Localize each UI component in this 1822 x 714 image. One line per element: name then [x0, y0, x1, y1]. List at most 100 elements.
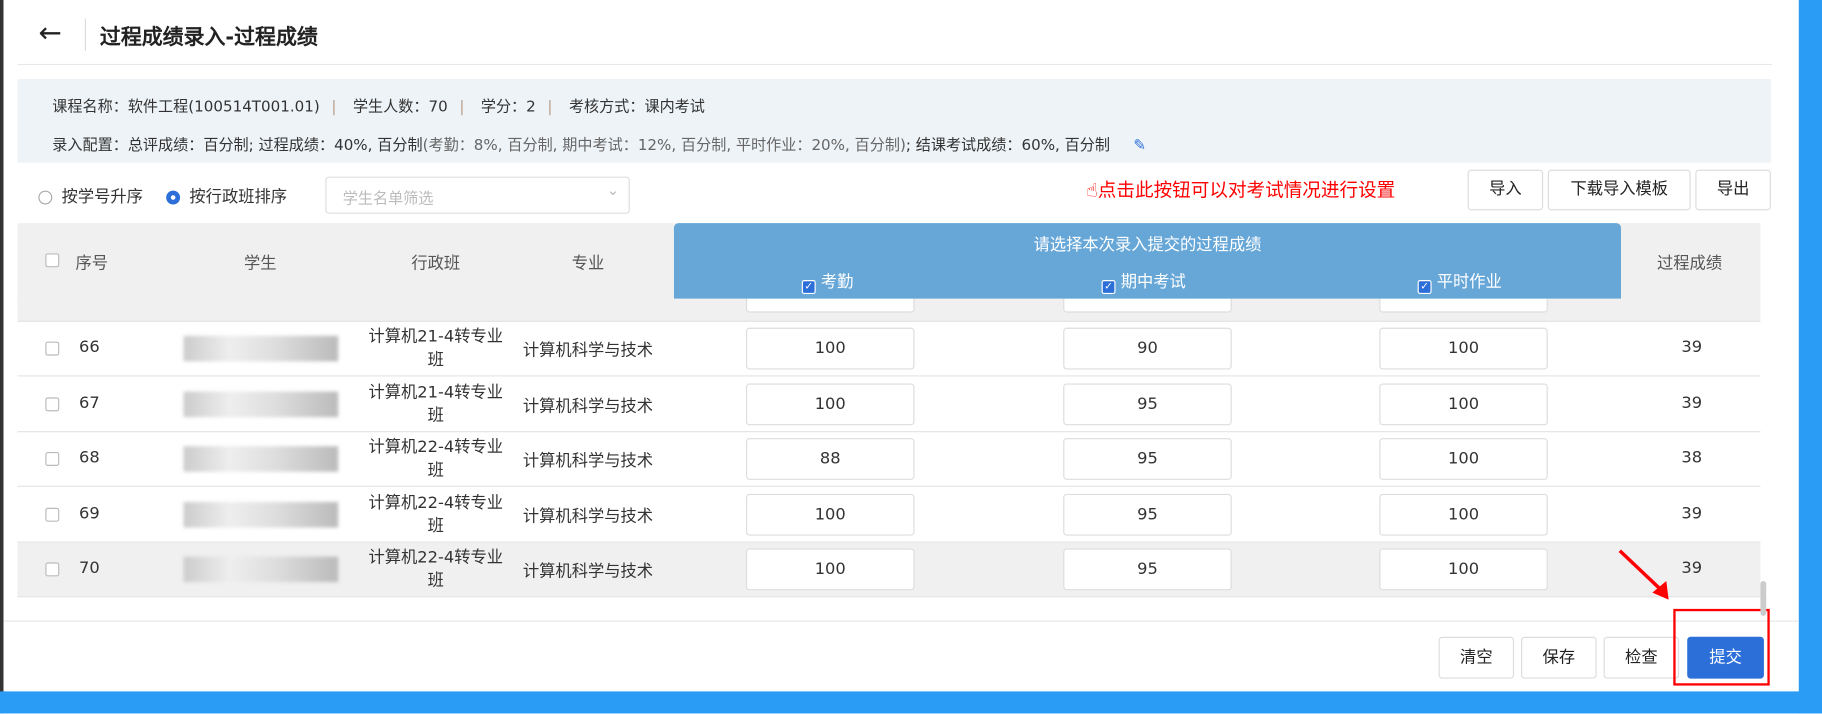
config-text: 录入配置：总评成绩：百分制; 过程成绩：40%, 百分制: [52, 137, 423, 155]
attendance-input[interactable]: 88: [746, 438, 915, 480]
student-filter-select[interactable]: 学生名单筛选 ⌄: [325, 176, 630, 214]
export-button[interactable]: 导出: [1695, 169, 1771, 211]
midterm-input[interactable]: 95: [1063, 493, 1232, 536]
highlight-box: [1673, 608, 1770, 686]
row-class: 计算机21-4转专业班: [368, 382, 504, 425]
exam-type: 考核方式：课内考试: [568, 98, 705, 117]
header-seq: 序号: [75, 254, 109, 274]
radio-label: 按行政班排序: [189, 188, 288, 207]
radio-selected-icon: [166, 190, 181, 205]
divider: [17, 63, 1773, 66]
row-checkbox[interactable]: [45, 394, 60, 413]
midterm-input[interactable]: 95: [1063, 382, 1232, 425]
window-edge: [0, 0, 4, 714]
header-process-score: 过程成绩: [1657, 254, 1723, 274]
red-arrow-annotation: [1618, 549, 1669, 600]
row-checkbox[interactable]: [45, 505, 60, 524]
check-button[interactable]: 检查: [1603, 636, 1680, 679]
clear-button[interactable]: 清空: [1438, 636, 1515, 679]
header-class: 行政班: [411, 254, 461, 274]
midterm-input[interactable]: 95: [1063, 438, 1232, 480]
filter-placeholder: 学生名单筛选: [342, 190, 434, 208]
table-row: 70 计算机22-4转专业班 计算机科学与技术 100 95 100 39: [17, 542, 1761, 598]
row-class: 计算机22-4转专业班: [368, 438, 504, 480]
item-attendance-checkbox[interactable]: ✓ 考勤: [801, 270, 853, 294]
score-items-header: 请选择本次录入提交的过程成绩 ✓ 考勤 ✓ 期中考试 ✓ 平时作业: [673, 223, 1621, 299]
row-seq: 68: [79, 448, 100, 468]
row-process-score: 39: [1681, 338, 1703, 357]
row-major: 计算机科学与技术: [522, 341, 654, 361]
row-checkbox[interactable]: [45, 450, 60, 469]
attendance-input[interactable]: 100: [746, 327, 915, 370]
student-name-redacted: [183, 335, 339, 362]
attendance-input[interactable]: 100: [746, 493, 915, 536]
window-frame: [1798, 0, 1822, 714]
student-name-redacted: [183, 556, 339, 583]
student-name-redacted: [183, 446, 339, 472]
item-midterm-checkbox[interactable]: ✓ 期中考试: [1101, 270, 1186, 294]
midterm-input[interactable]: 95: [1063, 548, 1232, 591]
config-final: ; 结课考试成绩：60%, 百分制: [905, 137, 1110, 155]
row-seq: 66: [79, 338, 100, 357]
student-count: 学生人数：70: [352, 98, 448, 117]
midterm-input[interactable]: 90: [1063, 327, 1232, 370]
table-row-partial: [17, 263, 1761, 322]
row-class: 计算机21-4转专业班: [368, 327, 504, 370]
attendance-input[interactable]: 100: [746, 548, 915, 591]
attendance-input[interactable]: 100: [746, 382, 915, 425]
hint-text: ☝点击此按钮可以对考试情况进行设置: [1086, 178, 1396, 202]
edit-pencil-icon[interactable]: ✎: [1133, 137, 1147, 155]
table-scrollbar[interactable]: [1760, 581, 1767, 616]
row-checkbox[interactable]: [45, 560, 60, 579]
checkbox-checked-icon: ✓: [1417, 280, 1432, 294]
config-detail: (考勤：8%, 百分制, 期中考试：12%, 百分制, 平时作业：20%, 百分…: [422, 137, 906, 155]
checkbox-checked-icon: ✓: [1101, 280, 1116, 294]
sort-by-class-radio[interactable]: 按行政班排序: [166, 185, 287, 208]
row-process-score: 39: [1681, 503, 1703, 523]
credit: 学分：2: [480, 98, 536, 117]
save-button[interactable]: 保存: [1521, 636, 1597, 679]
table-row: 68 计算机22-4转专业班 计算机科学与技术 88 95 100 38: [17, 432, 1761, 487]
group-title: 请选择本次录入提交的过程成绩: [1033, 235, 1262, 255]
item-homework-checkbox[interactable]: ✓ 平时作业: [1417, 270, 1502, 294]
row-major: 计算机科学与技术: [522, 452, 654, 471]
row-process-score: 39: [1681, 393, 1703, 412]
header-major: 专业: [571, 254, 605, 274]
taskbar: [0, 691, 1822, 714]
table-row: 66 计算机21-4转专业班 计算机科学与技术 100 90 100 39: [17, 322, 1761, 377]
homework-input[interactable]: 100: [1379, 548, 1548, 591]
course-info-panel: 课程名称：软件工程(100514T001.01) | 学生人数：70 | 学分：2 |…: [17, 79, 1771, 163]
row-process-score: 38: [1681, 448, 1703, 468]
checkbox-checked-icon: ✓: [801, 280, 816, 294]
row-class: 计算机22-4转专业班: [368, 493, 504, 536]
table-row: 67 计算机21-4转专业班 计算机科学与技术 100 95 100 39: [17, 377, 1761, 432]
select-all-checkbox[interactable]: [45, 251, 60, 270]
row-seq: 69: [79, 503, 100, 523]
student-name-redacted: [183, 391, 339, 417]
submit-button[interactable]: 提交: [1687, 636, 1764, 679]
import-button[interactable]: 导入: [1467, 169, 1544, 211]
download-template-button[interactable]: 下载导入模板: [1547, 169, 1691, 211]
table-row: 69 计算机22-4转专业班 计算机科学与技术 100 95 100 39: [17, 487, 1761, 543]
row-major: 计算机科学与技术: [522, 396, 654, 416]
sort-by-id-radio[interactable]: 按学号升序: [38, 185, 143, 208]
header-student: 学生: [244, 254, 277, 274]
homework-input[interactable]: 100: [1379, 382, 1548, 425]
row-checkbox[interactable]: [45, 339, 60, 358]
page-title: 过程成绩录入-过程成绩: [99, 25, 318, 50]
homework-input[interactable]: 100: [1379, 438, 1548, 480]
pointing-hand-icon: ☝: [1086, 178, 1098, 202]
divider: [3, 620, 1799, 622]
row-seq: 70: [79, 558, 100, 578]
homework-input[interactable]: 100: [1379, 327, 1548, 370]
chevron-down-icon: ⌄: [606, 182, 620, 200]
row-process-score: 39: [1681, 558, 1703, 578]
back-arrow-icon[interactable]: ←: [38, 16, 62, 49]
row-major: 计算机科学与技术: [522, 507, 654, 526]
radio-label: 按学号升序: [61, 188, 143, 207]
divider: [84, 18, 86, 52]
homework-input[interactable]: 100: [1379, 493, 1548, 536]
course-name: 课程名称：软件工程(100514T001.01): [52, 98, 320, 117]
row-seq: 67: [79, 393, 100, 412]
